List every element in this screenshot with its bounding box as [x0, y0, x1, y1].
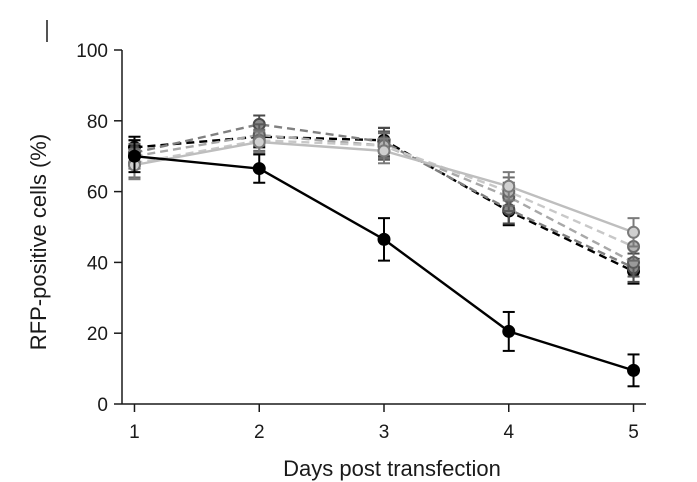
y-tick-label: 100	[76, 41, 108, 62]
y-tick-label: 80	[87, 112, 108, 133]
x-tick-label: 3	[379, 422, 390, 443]
data-point	[377, 144, 391, 158]
x-axis-title: Days post transfection	[283, 456, 501, 481]
data-point	[252, 135, 266, 149]
y-tick-label: 20	[87, 324, 108, 345]
data-point	[502, 324, 516, 338]
x-tick-label: 5	[628, 422, 639, 443]
y-axis: 0 20 40 60 80 100	[76, 41, 123, 416]
x-tick-label: 4	[503, 422, 514, 443]
data-point	[502, 179, 516, 193]
y-tick-label: 40	[87, 253, 108, 274]
x-tick-label: 2	[254, 422, 265, 443]
data-point	[377, 232, 391, 246]
series-line	[134, 155, 634, 372]
data-point	[627, 225, 641, 239]
series-6	[127, 139, 641, 388]
series-layer	[127, 114, 641, 388]
data-point	[127, 149, 141, 163]
y-axis-title: RFP-positive cells (%)	[26, 134, 51, 350]
x-tick-label: 1	[129, 422, 140, 443]
y-tick-label: 0	[97, 395, 108, 416]
data-point	[252, 162, 266, 176]
y-tick-label: 60	[87, 183, 108, 204]
x-axis: 1 2 3 4 5	[122, 403, 646, 443]
data-point	[627, 363, 641, 377]
